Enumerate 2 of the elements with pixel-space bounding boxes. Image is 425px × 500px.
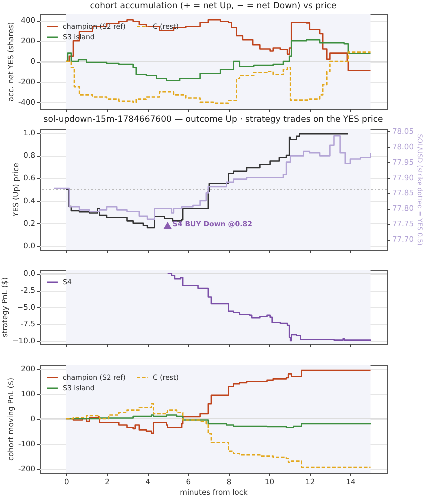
chart-title: sol-updown-15m-1784667600 — outcome Up · strategy trades on the YES price [44,114,384,125]
chart-title: cohort accumulation (+ = net Up, − = net Down) vs price [90,2,337,12]
